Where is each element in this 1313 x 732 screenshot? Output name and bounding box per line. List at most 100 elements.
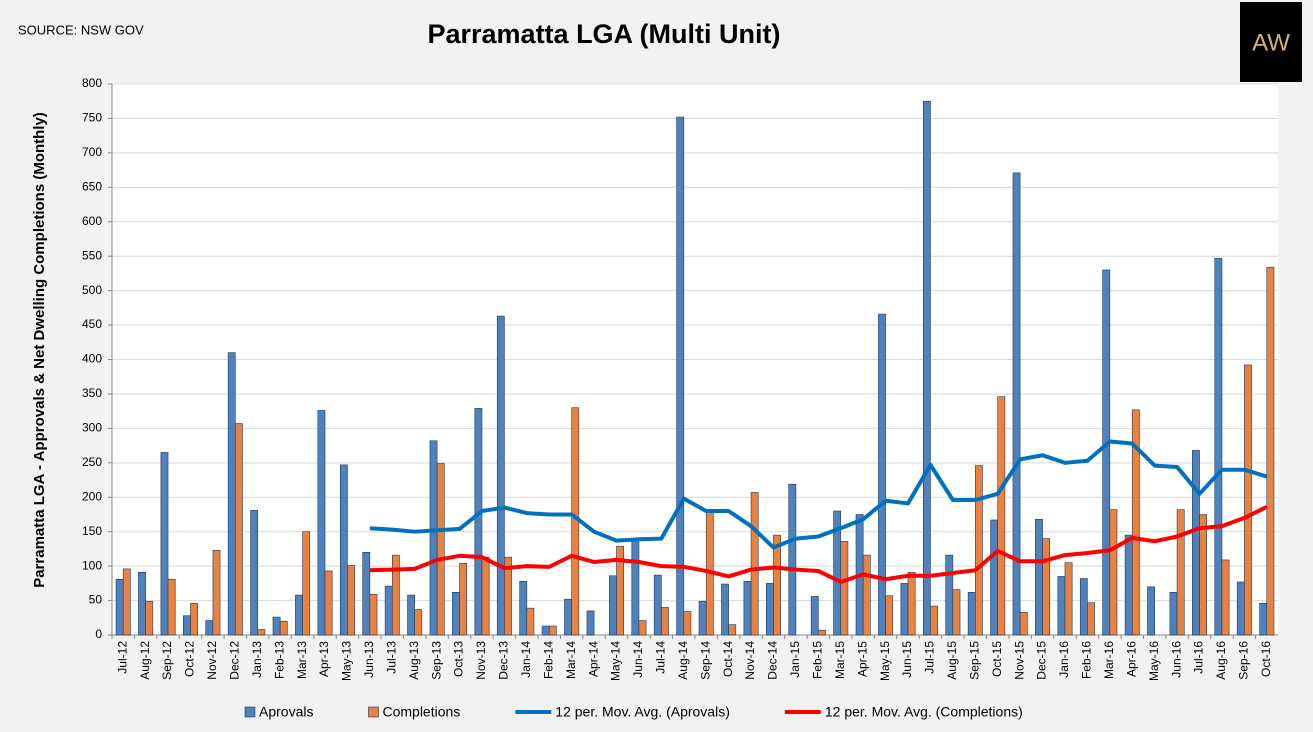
bar — [631, 538, 640, 636]
x-tick-label: Jul-12 — [115, 641, 129, 674]
logo: AW — [1252, 29, 1290, 56]
bar — [324, 570, 333, 636]
legend-label: Aprovals — [259, 704, 313, 720]
x-tick-label: Jun-15 — [900, 641, 914, 678]
x-tick-label: Nov-15 — [1012, 641, 1026, 680]
legend-label: 12 per. Mov. Avg. (Completions) — [825, 704, 1023, 720]
bar — [922, 100, 931, 636]
bar — [743, 580, 752, 636]
bar — [676, 116, 685, 636]
source: SOURCE: NSW GOV — [18, 22, 144, 37]
bar — [526, 607, 535, 636]
x-tick-label: Apr-14 — [586, 641, 600, 677]
bar — [391, 554, 400, 636]
bar — [452, 591, 460, 636]
bar — [818, 629, 826, 636]
chart-title: Parramatta LGA (Multi Unit) — [427, 19, 780, 49]
bar — [384, 585, 393, 636]
bar — [878, 313, 886, 636]
bar — [1131, 409, 1140, 636]
bar — [840, 541, 849, 636]
bar — [138, 572, 146, 636]
x-tick-label: Sep-14 — [698, 641, 712, 680]
x-tick-label: Aug-13 — [407, 641, 421, 680]
x-tick-label: Sep-15 — [967, 641, 981, 680]
y-tick-label: 750 — [82, 111, 102, 125]
line — [369, 439, 1268, 550]
y-tick-label: 700 — [82, 145, 102, 159]
x-tick-label: Feb-13 — [272, 641, 286, 679]
x-tick-label: Jan-13 — [250, 641, 264, 678]
x-tick-label: Feb-16 — [1080, 641, 1094, 679]
y-tick-label: 400 — [82, 352, 102, 366]
x-tick-label: Jan-14 — [519, 641, 533, 678]
x-tick-label: Oct-16 — [1259, 641, 1273, 677]
bar — [907, 572, 916, 636]
bar — [564, 598, 572, 636]
x-tick-label: Dec-15 — [1035, 641, 1049, 680]
x-tick-label: Jul-15 — [923, 641, 937, 674]
x-tick-label: Aug-16 — [1214, 641, 1228, 680]
bar — [1221, 559, 1230, 636]
bar — [997, 396, 1006, 636]
x-tick-label: Nov-12 — [205, 641, 219, 680]
y-tick-label: 450 — [82, 317, 102, 331]
bar — [766, 583, 774, 636]
x-tick-label: Jun-14 — [631, 641, 645, 678]
logo-box — [1240, 2, 1302, 82]
bar — [990, 519, 999, 636]
x-tick-label: May-13 — [340, 641, 354, 681]
bar — [1087, 602, 1095, 636]
bar — [183, 615, 191, 636]
bar — [1169, 591, 1178, 636]
bar — [1035, 518, 1043, 636]
bar — [122, 568, 131, 636]
bar — [227, 352, 236, 636]
x-tick-label: Feb-14 — [541, 641, 555, 679]
bar — [541, 625, 550, 636]
x-tick-label: Oct-13 — [452, 641, 466, 677]
legend-swatch — [244, 706, 256, 718]
bar — [205, 620, 214, 636]
x-tick-label: Feb-15 — [810, 641, 824, 679]
x-tick-label: Nov-14 — [743, 641, 757, 680]
y-tick-label: 300 — [82, 421, 102, 435]
y-tick-label: 100 — [82, 558, 102, 572]
bar — [1102, 269, 1111, 636]
bar — [1236, 581, 1245, 636]
bar — [481, 556, 490, 636]
bar — [952, 589, 961, 636]
bar — [190, 603, 198, 636]
bar — [436, 463, 445, 636]
bar — [1147, 586, 1155, 636]
bar — [474, 408, 483, 636]
bar — [1079, 578, 1088, 636]
bar — [885, 595, 894, 636]
x-tick-label: Mar-16 — [1102, 641, 1116, 679]
bar — [1064, 562, 1073, 636]
x-tick-label: Mar-15 — [833, 641, 847, 679]
bar — [1019, 611, 1028, 636]
bar — [862, 554, 871, 636]
bar — [945, 554, 954, 636]
bar — [347, 565, 355, 636]
x-tick-label: Apr-16 — [1124, 641, 1138, 677]
x-tick-label: Mar-14 — [564, 641, 578, 679]
y-tick-label: 650 — [82, 179, 102, 193]
bar — [145, 600, 154, 636]
bar — [429, 440, 438, 636]
bar — [414, 609, 423, 636]
bar — [586, 610, 595, 636]
bar — [810, 596, 819, 636]
bar — [728, 624, 737, 636]
bar — [272, 616, 281, 636]
x-tick-label: Jul-16 — [1192, 641, 1206, 674]
bar — [788, 483, 797, 636]
bar — [1109, 509, 1118, 636]
x-tick-label: Jul-13 — [384, 641, 398, 674]
bar — [683, 611, 692, 636]
bar — [160, 452, 169, 636]
x-tick-label: Mar-13 — [295, 641, 309, 679]
bar — [339, 464, 348, 636]
y-tick-label: 0 — [95, 627, 102, 641]
